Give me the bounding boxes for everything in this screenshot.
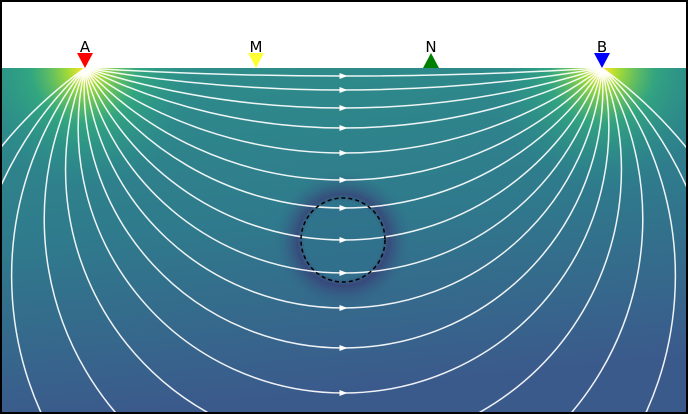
arrow: [339, 73, 348, 79]
arrow: [339, 87, 348, 93]
arrow: [339, 105, 348, 111]
electrode-marker: [77, 53, 93, 68]
electrode-label: A: [80, 38, 91, 56]
arrow: [339, 125, 348, 131]
arrow: [339, 150, 348, 156]
electrode-marker: [594, 53, 610, 68]
electrode-marker: [248, 53, 264, 68]
arrow: [339, 270, 348, 276]
streamline: [64, 68, 623, 412]
streamlines: [2, 68, 686, 412]
arrow: [339, 345, 348, 351]
electrode-label: B: [597, 38, 607, 56]
sphere-outline: [300, 197, 386, 283]
arrow: [339, 237, 348, 243]
streamline: [10, 68, 677, 412]
electrode-label: N: [425, 38, 436, 56]
arrow: [339, 177, 348, 183]
field: [2, 68, 686, 412]
streamline: [43, 68, 644, 412]
arrow: [339, 205, 348, 211]
arrow: [339, 390, 348, 396]
arrow: [339, 305, 348, 311]
electrode-label: M: [250, 38, 263, 56]
electrode-marker: [423, 53, 439, 68]
